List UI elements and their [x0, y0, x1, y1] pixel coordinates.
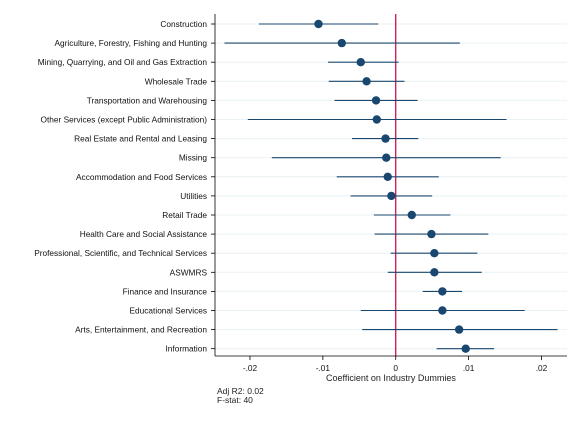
estimate-point — [382, 153, 391, 162]
y-tick-label: Construction — [160, 19, 207, 29]
estimate-point — [381, 134, 390, 143]
estimate-point — [383, 172, 392, 181]
y-tick-label: Health Care and Social Assistance — [80, 229, 208, 239]
x-tick-label: -.01 — [316, 363, 331, 373]
y-tick-label: Professional, Scientific, and Technical … — [34, 248, 207, 258]
y-tick-label: Information — [165, 344, 207, 354]
estimate-point — [387, 191, 396, 201]
estimate-point — [407, 210, 416, 220]
estimate-point — [314, 19, 323, 29]
y-tick-label: Wholesale Trade — [145, 76, 208, 86]
estimate-point — [371, 96, 381, 105]
point-estimates — [314, 19, 470, 353]
estimate-point — [427, 229, 436, 239]
y-tick-label: Mining, Quarrying, and Oil and Gas Extra… — [38, 57, 208, 67]
y-tick-label: Transportation and Warehousing — [87, 95, 208, 105]
x-tick-label: .02 — [536, 363, 548, 373]
y-tick-label: Accommodation and Food Services — [76, 172, 207, 182]
estimate-point — [438, 287, 447, 296]
axes: -.02 -.01 0 .01 .02 — [211, 14, 567, 373]
adj-r2-label: Adj R2: 0.02 — [217, 386, 264, 396]
x-tick-label: .01 — [463, 363, 475, 373]
y-tick-label: Other Services (except Public Administra… — [41, 115, 208, 125]
fstat-label: F-stat: 40 — [217, 395, 253, 405]
estimate-point — [356, 58, 365, 67]
y-tick-label: Arts, Entertainment, and Recreation — [75, 325, 207, 335]
y-tick-label: Real Estate and Rental and Leasing — [74, 134, 207, 144]
estimate-point — [438, 306, 447, 315]
y-tick-label: Educational Services — [130, 306, 207, 316]
estimate-point — [372, 115, 381, 124]
estimate-point — [454, 325, 464, 334]
y-tick-label: Finance and Insurance — [123, 286, 208, 296]
x-axis-title: Coefficient on Industry Dummies — [326, 373, 456, 383]
estimate-point — [461, 344, 470, 353]
y-tick-label: Utilities — [180, 191, 207, 201]
x-tick-label: -.02 — [243, 363, 258, 373]
x-tick-label: 0 — [393, 363, 398, 373]
category-labels: Construction Agriculture, Forestry, Fishi… — [34, 19, 207, 354]
estimate-point — [362, 77, 371, 86]
y-tick-label: Retail Trade — [162, 210, 207, 220]
estimate-point — [430, 249, 439, 258]
estimate-point — [337, 38, 347, 48]
y-tick-label: Agriculture, Forestry, Fishing and Hunti… — [55, 38, 208, 48]
y-tick-label: Missing — [179, 153, 208, 163]
y-tick-label: ASWMRS — [170, 267, 208, 277]
model-stats: Adj R2: 0.02 F-stat: 40 — [217, 387, 264, 405]
estimate-point — [430, 268, 439, 277]
